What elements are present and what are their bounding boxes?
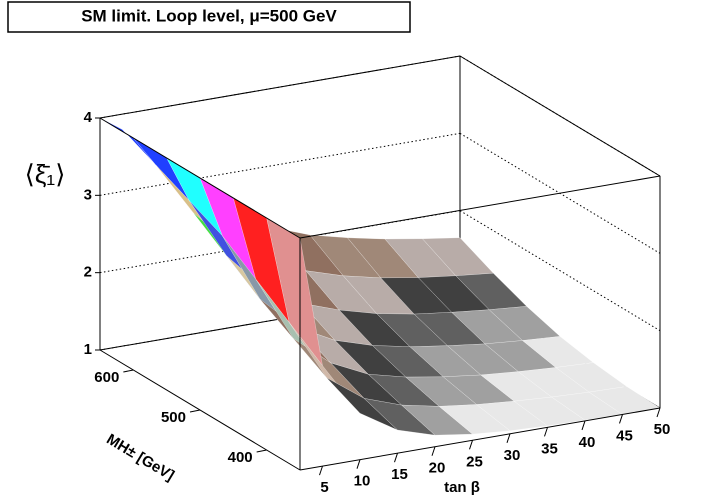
z-tick-label: 3	[84, 186, 92, 203]
x-tick-label: 15	[391, 466, 408, 483]
x-tick	[394, 453, 398, 463]
y-tick-label: 500	[161, 409, 186, 426]
x-tick-label: 40	[579, 434, 596, 451]
x-tick	[319, 465, 323, 476]
grid-line	[99, 132, 461, 196]
x-tick	[544, 427, 548, 437]
z-tick-label: 1	[84, 341, 92, 358]
y-tick	[123, 369, 134, 373]
box-edge	[299, 175, 661, 239]
box-edge	[99, 117, 301, 239]
chart-title: SM limit. Loop level, μ=500 GeV	[81, 6, 337, 25]
z-tick-label: 4	[84, 109, 93, 126]
z-tick-label: 2	[84, 264, 92, 281]
box-edge	[99, 55, 461, 119]
x-tick	[619, 414, 623, 424]
grid-line	[459, 55, 661, 177]
x-tick-label: 50	[654, 421, 671, 438]
x-tick	[581, 420, 586, 431]
x-tick	[506, 433, 511, 443]
x-tick-label: 10	[354, 473, 371, 490]
surface-cell	[99, 117, 156, 166]
grid-line	[459, 210, 661, 332]
x-tick-label: 5	[320, 479, 328, 496]
y-tick	[189, 409, 201, 413]
x-tick-label: 25	[466, 453, 483, 470]
y-tick-label: 400	[228, 449, 253, 466]
x-tick	[469, 440, 473, 450]
y-tick	[256, 449, 267, 453]
x-axis-label: tan β	[444, 479, 480, 496]
x-tick-label: 45	[616, 427, 633, 444]
title-box	[7, 1, 411, 33]
x-tick	[356, 459, 361, 469]
y-axis-label: MH± [GeV]	[103, 431, 177, 485]
z-axis-label: ⟨ξ̄₁⟩	[25, 159, 66, 189]
x-tick-label: 35	[541, 440, 558, 457]
grid-line	[99, 55, 461, 119]
x-tick-label: 20	[429, 460, 446, 477]
y-tick-label: 600	[94, 369, 119, 386]
x-tick	[431, 446, 436, 456]
x-tick-label: 30	[504, 447, 521, 464]
x-tick	[656, 407, 661, 418]
